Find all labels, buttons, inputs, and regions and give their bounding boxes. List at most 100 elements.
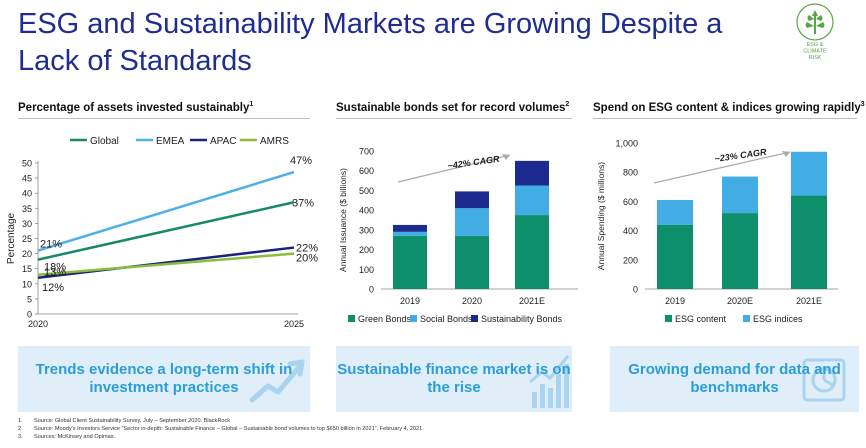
chart-dashboard-icon — [802, 358, 846, 402]
legend-swatch — [410, 315, 417, 322]
bar-segment-esg-content — [657, 224, 693, 289]
bar-segment-social-bonds — [393, 231, 427, 236]
data-label: 13% — [44, 267, 66, 279]
bar-chart-icon — [529, 355, 570, 408]
section-title-assets: Percentage of assets invested sustainabl… — [18, 101, 254, 114]
section-divider — [593, 118, 857, 119]
x-tick-label: 2019 — [665, 296, 685, 306]
bar-segment-sustainability-bonds — [393, 224, 427, 232]
y-tick-label: 35 — [22, 204, 32, 214]
y-axis-title: Percentage — [6, 212, 17, 264]
cagr-arrowhead — [782, 151, 790, 157]
x-tick-label: 2020 — [28, 319, 48, 329]
y-tick-label: 45 — [22, 174, 32, 184]
logo-text-2: CLIMATE — [803, 49, 827, 55]
logo-text-3: RISK — [809, 55, 822, 61]
banner-market: Sustainable finance market is on the ris… — [336, 346, 572, 412]
cagr-annotation: ~23% CAGR — [714, 147, 768, 164]
bar-segment-esg-indices — [722, 176, 758, 214]
banner-trends-text: Trends evidence a long-term shift in inv… — [35, 361, 293, 396]
section-divider — [336, 118, 572, 119]
bar-segment-social-bonds — [515, 185, 549, 216]
y-tick-label: 0 — [369, 285, 374, 295]
y-tick-label: 600 — [359, 166, 374, 176]
y-tick-label: 800 — [623, 168, 638, 178]
banner-demand-text: Growing demand for data and benchmarks — [628, 361, 841, 396]
legend-label: APAC — [210, 136, 237, 147]
legend-swatch — [348, 315, 355, 322]
bar-segment-social-bonds — [455, 208, 489, 236]
y-tick-label: 20 — [22, 249, 32, 259]
y-tick-label: 100 — [359, 265, 374, 275]
legend-label: Sustainability Bonds — [481, 314, 563, 324]
bar-chart-spend: 0 200 400 600 800 1,000 Annual Spending ($ mil… — [596, 139, 838, 324]
x-tick-label: 2021E — [796, 296, 822, 306]
legend-label: ESG indices — [753, 314, 803, 324]
y-tick-label: 700 — [359, 147, 374, 157]
y-tick-label: 15 — [22, 264, 32, 274]
legend-label: ESG content — [675, 314, 727, 324]
y-tick-label: 400 — [359, 206, 374, 216]
y-tick-label: 10 — [22, 279, 32, 289]
data-label: 12% — [42, 282, 64, 294]
data-label: 21% — [40, 239, 62, 251]
x-tick-label: 2020 — [462, 296, 482, 306]
cagr-arrow — [653, 151, 791, 184]
y-tick-label: 300 — [359, 225, 374, 235]
y-tick-label: 5 — [27, 294, 32, 304]
y-tick-label: 0 — [633, 285, 638, 295]
banner-demand: Growing demand for data and benchmarks — [610, 346, 859, 412]
section-divider — [18, 118, 310, 119]
y-tick-label: 500 — [359, 186, 374, 196]
bar-segment-esg-indices — [791, 151, 827, 196]
y-tick-label: 0 — [27, 310, 32, 320]
legend-label: Global — [90, 136, 119, 147]
bar-segment-sustainability-bonds — [515, 160, 549, 186]
y-tick-label: 40 — [22, 189, 32, 199]
y-axis-title: Annual Spending ($ millions) — [596, 162, 606, 270]
bar-segment-sustainability-bonds — [455, 191, 489, 209]
legend-swatch — [471, 315, 478, 322]
section-title-bonds: Sustainable bonds set for record volumes… — [336, 101, 570, 114]
bar-chart-bonds: 0 100 200 300 400 500 600 700 Annual Issuance ($… — [338, 147, 578, 324]
x-tick-label: 2021E — [519, 296, 545, 306]
legend-label: Green Bonds — [358, 314, 412, 324]
bar-segment-esg-content — [791, 195, 827, 289]
legend-label: Social Bonds — [420, 314, 473, 324]
y-tick-label: 50 — [22, 159, 32, 169]
cagr-arrow — [397, 154, 511, 183]
tree-icon — [805, 10, 825, 34]
footnotes: 1. Source: Global Client Sustainability S… — [18, 417, 424, 441]
logo-text-1: ESG & — [807, 42, 824, 48]
data-label: 22% — [296, 243, 318, 255]
y-tick-label: 1,000 — [615, 139, 638, 149]
bar-segment-esg-content — [722, 213, 758, 289]
data-label: 47% — [290, 155, 312, 167]
banner-market-text: Sustainable finance market is on the ris… — [337, 361, 571, 396]
line-chart-assets: Global EMEA APAC AMRS05101520253035404550Pe… — [6, 136, 318, 329]
section-title-spend: Spend on ESG content & indices growing r… — [593, 101, 865, 114]
legend-label: AMRS — [260, 136, 289, 147]
footnote: 2. Source: Moody’s Investors Service “Sec… — [18, 426, 424, 432]
page-title: ESG and Sustainability Markets are Growi… — [18, 8, 723, 77]
y-tick-label: 200 — [623, 255, 638, 265]
banner-trends: Trends evidence a long-term shift in inv… — [18, 346, 310, 412]
series-line-amrs — [37, 252, 295, 276]
cagr-annotation: ~42% CAGR — [447, 154, 501, 171]
x-tick-label: 2019 — [400, 296, 420, 306]
y-tick-label: 600 — [623, 197, 638, 207]
legend-swatch — [743, 315, 750, 322]
bar-segment-green-bonds — [393, 235, 427, 289]
legend-swatch — [665, 315, 672, 322]
y-tick-label: 200 — [359, 245, 374, 255]
bar-segment-esg-indices — [657, 199, 693, 225]
cagr-arrowhead — [502, 154, 510, 160]
x-tick-label: 2020E — [727, 296, 753, 306]
y-tick-label: 25 — [22, 234, 32, 244]
y-tick-label: 400 — [623, 226, 638, 236]
data-label: 18% — [44, 262, 66, 274]
series-line-global — [37, 201, 295, 261]
y-axis-title: Annual Issuance ($ billions) — [338, 168, 348, 272]
series-line-apac — [37, 246, 295, 280]
legend-label: EMEA — [156, 136, 185, 147]
